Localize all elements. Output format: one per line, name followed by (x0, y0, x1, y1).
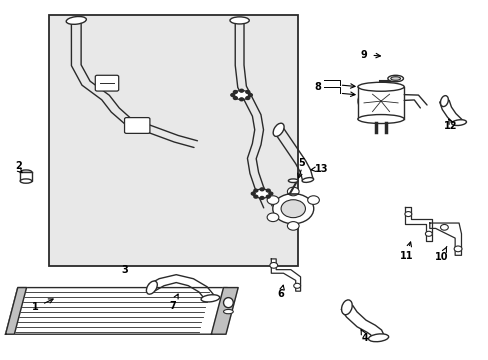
Ellipse shape (273, 123, 284, 136)
Circle shape (245, 96, 249, 99)
Circle shape (404, 212, 411, 217)
Ellipse shape (387, 75, 403, 82)
Circle shape (287, 222, 299, 230)
Ellipse shape (20, 179, 32, 183)
Bar (49, 15, 298, 266)
Ellipse shape (229, 17, 249, 24)
Circle shape (233, 96, 237, 99)
Ellipse shape (252, 189, 271, 198)
Circle shape (272, 194, 313, 224)
FancyBboxPatch shape (20, 172, 32, 181)
Circle shape (239, 98, 243, 101)
Text: 1: 1 (32, 299, 53, 312)
Polygon shape (5, 288, 227, 334)
Circle shape (281, 200, 305, 218)
Circle shape (251, 192, 255, 195)
Ellipse shape (201, 295, 219, 302)
Ellipse shape (288, 179, 298, 183)
Ellipse shape (66, 17, 86, 24)
Ellipse shape (223, 310, 233, 314)
Circle shape (453, 246, 461, 252)
Circle shape (293, 283, 300, 288)
Ellipse shape (368, 334, 388, 342)
Polygon shape (405, 207, 431, 241)
Ellipse shape (341, 300, 351, 315)
Circle shape (230, 94, 234, 96)
Text: 6: 6 (277, 285, 284, 299)
Circle shape (253, 195, 257, 198)
Ellipse shape (146, 281, 157, 294)
Polygon shape (429, 223, 461, 255)
FancyBboxPatch shape (95, 75, 119, 91)
Circle shape (269, 262, 277, 268)
Text: 5: 5 (298, 158, 305, 168)
Ellipse shape (451, 120, 466, 126)
Text: 3: 3 (122, 265, 128, 275)
Ellipse shape (390, 77, 400, 80)
Circle shape (307, 196, 319, 204)
Circle shape (266, 196, 278, 204)
FancyBboxPatch shape (124, 118, 150, 134)
Text: 12: 12 (443, 121, 456, 131)
Polygon shape (271, 259, 300, 291)
Circle shape (260, 197, 264, 199)
Ellipse shape (440, 96, 447, 107)
Text: 10: 10 (434, 247, 448, 262)
Ellipse shape (302, 177, 313, 183)
Polygon shape (357, 87, 404, 119)
Circle shape (266, 195, 270, 198)
Ellipse shape (223, 298, 233, 308)
Text: 11: 11 (399, 242, 412, 261)
Circle shape (239, 89, 243, 92)
Polygon shape (211, 288, 238, 334)
Circle shape (260, 188, 264, 191)
Text: 13: 13 (310, 163, 327, 174)
Polygon shape (5, 288, 26, 334)
Circle shape (425, 231, 431, 236)
Text: 8: 8 (314, 82, 321, 93)
Circle shape (440, 225, 447, 230)
Text: 2: 2 (15, 161, 21, 171)
Circle shape (233, 90, 237, 93)
Circle shape (253, 189, 257, 192)
Ellipse shape (357, 87, 404, 116)
Ellipse shape (20, 170, 32, 174)
Circle shape (268, 192, 272, 195)
Ellipse shape (357, 82, 404, 91)
Circle shape (266, 213, 278, 222)
Text: 4: 4 (360, 330, 368, 343)
Text: 7: 7 (169, 294, 178, 311)
Circle shape (245, 90, 249, 93)
Text: 9: 9 (360, 50, 366, 60)
Circle shape (248, 94, 252, 96)
Ellipse shape (357, 114, 404, 123)
Ellipse shape (232, 90, 250, 99)
Circle shape (287, 187, 299, 196)
Circle shape (266, 189, 270, 192)
